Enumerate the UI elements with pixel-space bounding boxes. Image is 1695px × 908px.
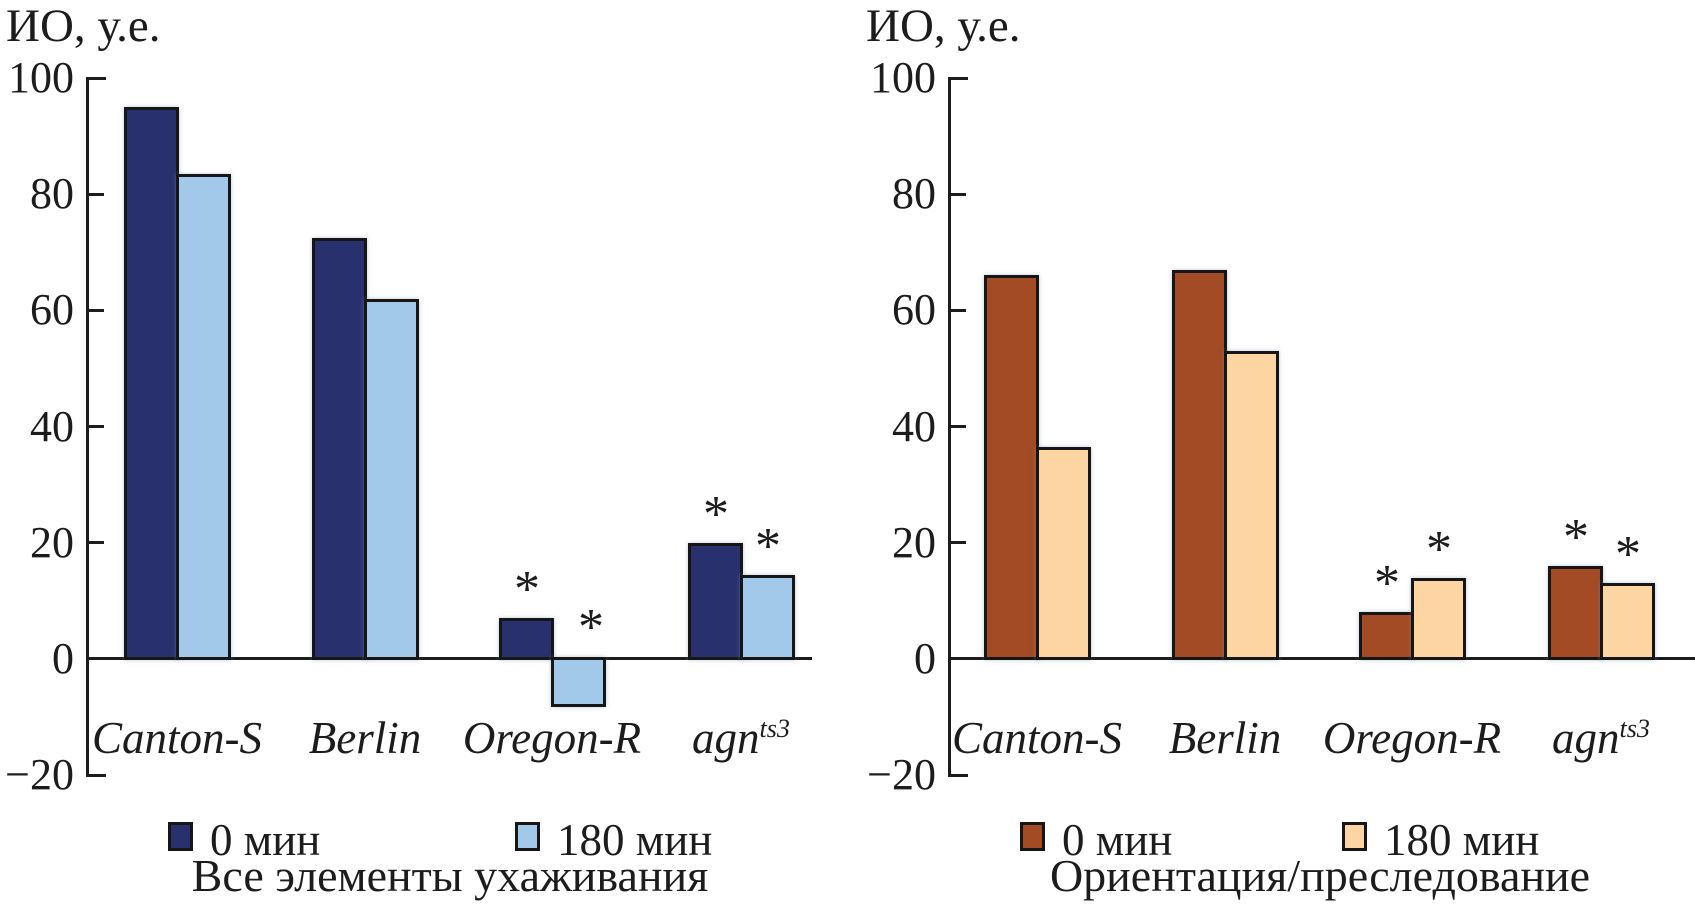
y-tick-label: 40 (892, 402, 936, 451)
y-tick-label: −20 (5, 750, 74, 799)
y-tick-label: 60 (892, 285, 936, 334)
plot-area: 100 80 60 40 20 0 −20 Canton-S Berlin * * Oregon-R *… (0, 0, 835, 908)
category-label: agnts3 (692, 713, 790, 763)
y-tick-mark (86, 77, 106, 80)
significance-asterisk: * (703, 486, 729, 543)
bar-canton-s-0min (124, 107, 179, 660)
y-tick-mark (86, 309, 104, 312)
y-tick-mark (86, 541, 104, 544)
category-label: Berlin (1168, 713, 1282, 763)
x-axis-line (86, 657, 812, 660)
y-tick-mark (86, 425, 104, 428)
y-tick-label: 80 (30, 169, 74, 218)
panel-orientation-pursuit: ИО, у.е. 100 80 60 40 20 0 −20 Canton-S Berlin * *… (860, 0, 1695, 908)
legend-swatch-180min (1342, 822, 1367, 851)
significance-asterisk: * (1563, 509, 1589, 566)
bar-agn-0min (1548, 566, 1603, 660)
legend-swatch-180min (515, 822, 540, 851)
y-tick-mark (948, 309, 966, 312)
category-label-superscript: ts3 (1619, 714, 1650, 743)
bar-berlin-0min (1172, 270, 1227, 660)
significance-asterisk: * (1615, 526, 1641, 583)
x-axis-line (948, 657, 1695, 660)
category-label: Canton-S (951, 713, 1122, 763)
bar-canton-s-180min (1036, 447, 1091, 660)
panel-all-courtship-elements: ИО, у.е. 100 80 60 40 20 0 −20 Canton-S Berlin * *… (0, 0, 835, 908)
significance-asterisk: * (755, 518, 781, 575)
y-tick-mark (948, 774, 968, 777)
category-label: Berlin (308, 713, 422, 763)
panel-caption: Все элементы ухаживания (191, 850, 709, 901)
category-label-superscript: ts3 (759, 714, 790, 743)
y-tick-label: 20 (892, 518, 936, 567)
bar-oregon-r-0min (499, 618, 554, 660)
bar-berlin-180min (1224, 351, 1279, 660)
y-axis-title: ИО, у.е. (6, 0, 161, 52)
bar-agn-180min (740, 575, 795, 660)
category-label: Oregon-R (462, 713, 642, 763)
bar-agn-0min (688, 543, 743, 660)
y-tick-label: −20 (867, 750, 936, 799)
legend-swatch-0min (1020, 822, 1045, 851)
significance-asterisk: * (1374, 555, 1400, 612)
y-tick-label: 40 (30, 402, 74, 451)
bar-canton-s-180min (176, 174, 231, 660)
plot-area: 100 80 60 40 20 0 −20 Canton-S Berlin * * Oregon-R *… (860, 0, 1695, 908)
bar-oregon-r-180min (1411, 578, 1466, 660)
category-label: agnts3 (1552, 713, 1650, 763)
bar-berlin-180min (364, 299, 419, 660)
y-tick-label: 60 (30, 285, 74, 334)
y-tick-mark (86, 193, 104, 196)
y-tick-label: 20 (30, 518, 74, 567)
legend-label-0min: 0 мин (1062, 815, 1173, 865)
y-tick-label: 80 (892, 169, 936, 218)
significance-asterisk: * (1426, 521, 1452, 578)
legend-swatch-0min (168, 822, 193, 851)
bar-canton-s-0min (984, 275, 1039, 660)
significance-asterisk: * (578, 599, 604, 656)
y-tick-label: 100 (8, 53, 74, 102)
y-tick-mark (948, 425, 966, 428)
y-axis-title: ИО, у.е. (866, 0, 1021, 52)
category-label: Oregon-R (1322, 713, 1502, 763)
y-tick-mark (948, 77, 968, 80)
y-tick-mark (86, 774, 106, 777)
y-tick-label: 100 (870, 53, 936, 102)
y-tick-label: 0 (52, 634, 74, 683)
bar-oregon-r-180min (551, 657, 606, 707)
y-tick-label: 0 (914, 634, 936, 683)
panel-caption: Ориентация/преследование (1049, 850, 1591, 901)
bar-agn-180min (1600, 583, 1655, 660)
category-label: Canton-S (91, 713, 262, 763)
y-tick-mark (948, 541, 966, 544)
y-tick-mark (948, 193, 966, 196)
legend-label-0min: 0 мин (210, 815, 321, 865)
bar-oregon-r-0min (1359, 612, 1414, 660)
legend-label-180min: 180 мин (557, 815, 713, 865)
legend-label-180min: 180 мин (1384, 815, 1540, 865)
bar-berlin-0min (312, 238, 367, 660)
significance-asterisk: * (514, 561, 540, 618)
